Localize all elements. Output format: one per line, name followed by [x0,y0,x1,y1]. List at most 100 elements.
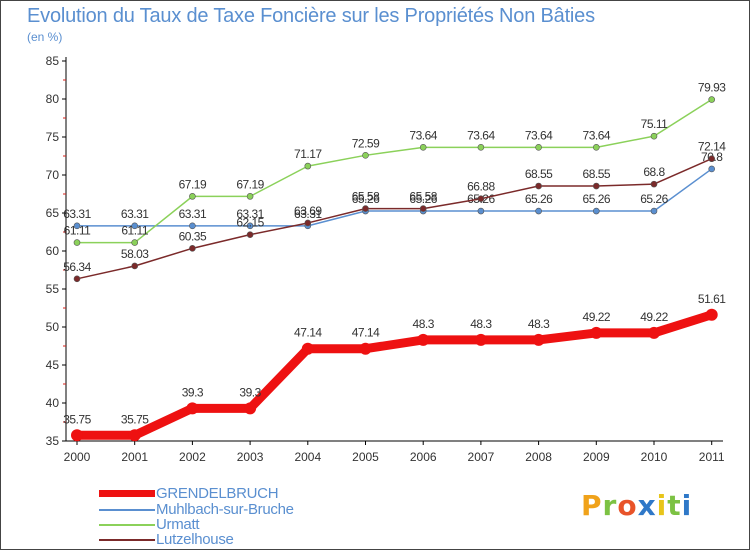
data-label-urmatt: 67.19 [179,177,207,191]
data-label-grendelbruch: 48.3 [413,317,435,331]
data-label-grendelbruch: 47.14 [352,326,380,340]
data-label-grendelbruch: 49.22 [640,310,668,324]
legend-swatch-lutzelhouse [99,539,155,541]
data-label-lutzelhouse: 68.8 [643,165,665,179]
y-tick-label: 35 [46,434,60,448]
data-label-urmatt: 71.17 [294,147,322,161]
legend-label: Muhlbach-sur-Bruche [156,501,294,518]
data-point-muhlbach-sur-bruche [189,222,196,230]
y-tick-label: 60 [46,244,60,258]
x-tick-label: 2011 [699,450,725,464]
data-label-grendelbruch: 35.75 [63,412,91,426]
data-point-muhlbach-sur-bruche [246,222,254,230]
data-label-grendelbruch: 48.3 [528,317,550,331]
logo-letter: t [667,489,682,522]
data-label-muhlbach-sur-bruche: 65.26 [409,192,437,206]
series-line-grendelbruch [72,310,717,440]
logo-letter: i [656,489,668,522]
logo-letter: x [637,489,657,522]
data-label-muhlbach-sur-bruche: 63.31 [63,207,91,221]
data-point-lutzelhouse [708,155,716,163]
data-label-muhlbach-sur-bruche: 65.26 [583,192,611,206]
y-tick-label: 75 [46,130,60,144]
x-tick-label: 2000 [64,450,91,464]
data-label-grendelbruch: 48.3 [470,317,492,331]
data-point-urmatt [304,162,312,170]
logo-letter: r [602,489,618,522]
x-tick-label: 2003 [237,450,264,464]
data-label-urmatt: 73.64 [409,128,437,142]
logo-letter: P [581,489,603,522]
data-label-lutzelhouse: 63.69 [294,204,322,218]
data-point-grendelbruch [244,402,257,415]
y-tick-label: 45 [46,358,60,372]
data-label-urmatt: 73.64 [467,128,495,142]
data-point-grendelbruch [705,308,718,321]
y-tick-label: 70 [46,168,60,182]
data-point-urmatt [535,144,542,151]
data-point-lutzelhouse [246,231,254,238]
legend-label: Urmatt [156,516,200,533]
x-tick-label: 2010 [641,450,668,464]
y-tick-label: 65 [46,206,60,220]
legend-swatch-grendelbruch [99,490,155,497]
data-point-muhlbach-sur-bruche [535,207,542,215]
data-point-urmatt [189,193,196,200]
data-point-lutzelhouse [304,219,312,227]
x-tick-label: 2009 [583,450,610,464]
data-label-urmatt: 67.19 [236,177,264,191]
y-tick-label: 80 [46,92,60,106]
data-point-muhlbach-sur-bruche [708,165,716,173]
data-point-muhlbach-sur-bruche [477,207,485,215]
data-point-lutzelhouse [419,205,427,212]
data-point-lutzelhouse [477,195,485,203]
data-point-grendelbruch [648,326,660,339]
y-tick-label: 40 [46,396,60,410]
x-tick-label: 2002 [179,450,206,464]
data-label-grendelbruch: 51.61 [698,292,726,306]
data-point-urmatt [131,239,138,246]
data-label-urmatt: 72.59 [352,136,380,150]
data-point-muhlbach-sur-bruche [73,222,81,230]
data-point-muhlbach-sur-bruche [131,222,138,230]
x-tick-label: 2001 [121,450,148,464]
data-point-urmatt [419,144,427,151]
data-label-urmatt: 73.64 [525,128,553,142]
data-label-muhlbach-sur-bruche: 65.26 [640,192,668,206]
data-point-grendelbruch [532,333,545,346]
data-point-lutzelhouse [592,182,600,190]
legend-swatch-urmatt [99,524,155,526]
series-line-urmatt [76,98,713,244]
data-label-grendelbruch: 35.75 [121,412,149,426]
data-point-grendelbruch [417,333,430,346]
data-label-lutzelhouse: 72.14 [698,140,726,154]
logo-letter: o [617,489,638,522]
legend-label: GRENDELBRUCH [156,485,279,502]
data-point-grendelbruch [186,402,199,415]
data-point-urmatt [708,96,716,103]
logo-letter: i [681,489,693,522]
data-point-grendelbruch [359,342,372,355]
data-point-grendelbruch [128,429,141,442]
legend-label: Lutzelhouse [156,531,234,548]
data-point-lutzelhouse [189,245,196,252]
y-tick-label: 55 [46,282,60,296]
data-label-urmatt: 61.11 [64,224,91,238]
data-point-urmatt [73,239,81,246]
data-label-lutzelhouse: 66.88 [467,180,495,194]
y-tick-label: 85 [46,54,60,68]
data-point-lutzelhouse [362,205,369,212]
data-label-muhlbach-sur-bruche: 63.31 [179,207,207,221]
data-point-urmatt [477,144,485,151]
data-label-lutzelhouse: 65.58 [409,190,437,204]
data-label-urmatt: 75.11 [641,117,668,131]
data-label-lutzelhouse: 68.55 [525,167,553,181]
data-point-urmatt [246,193,254,200]
x-tick-label: 2005 [352,450,379,464]
data-point-urmatt [592,144,600,151]
data-label-muhlbach-sur-bruche: 65.26 [525,192,553,206]
data-label-muhlbach-sur-bruche: 63.31 [294,207,322,221]
data-label-muhlbach-sur-bruche: 65.26 [352,192,380,206]
data-label-lutzelhouse: 65.58 [352,190,380,204]
